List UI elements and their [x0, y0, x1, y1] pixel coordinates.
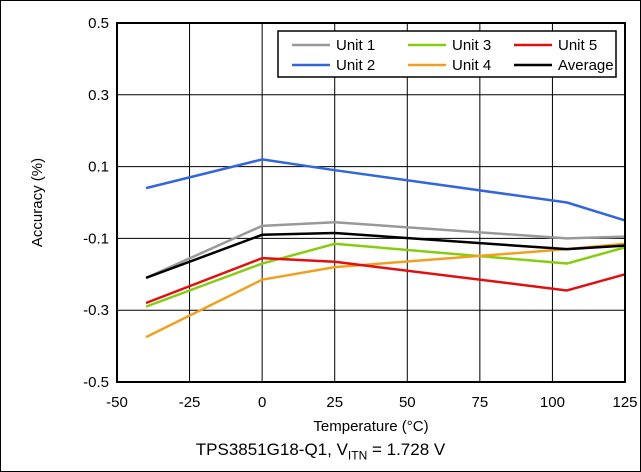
caption-prefix: TPS3851G18-Q1, V — [195, 440, 348, 459]
x-axis-title: Temperature (°C) — [313, 418, 428, 435]
x-tick-label: 125 — [612, 394, 637, 411]
caption-suffix: = 1.728 V — [367, 440, 446, 459]
x-tick-label: 0 — [258, 394, 266, 411]
y-tick-labels: -0.5 -0.3 -0.1 0.1 0.3 0.5 — [83, 15, 109, 391]
legend-label-unit-2: Unit 2 — [336, 57, 375, 74]
series-layer — [145, 158, 626, 339]
y-tick-label: -0.3 — [83, 302, 109, 319]
figure-caption: TPS3851G18-Q1, VITN = 1.728 V — [0, 440, 641, 462]
series-line-unit-5 — [145, 256, 626, 305]
legend: Unit 1 Unit 2 Unit 3 Unit 4 Unit 5 Average — [277, 30, 617, 78]
x-tick-label: 50 — [399, 394, 416, 411]
x-tick-label: 75 — [472, 394, 489, 411]
legend-label-unit-3: Unit 3 — [452, 37, 491, 54]
series-line-unit-2 — [145, 158, 626, 222]
y-tick-label: 0.1 — [88, 159, 109, 176]
series-line-unit-3 — [145, 242, 626, 308]
legend-label-average: Average — [558, 57, 614, 74]
y-tick-label: -0.5 — [83, 374, 109, 391]
y-tick-label: 0.5 — [88, 15, 109, 32]
y-axis-title: Accuracy (%) — [29, 158, 46, 247]
legend-label-unit-4: Unit 4 — [452, 57, 491, 74]
legend-box — [277, 30, 617, 78]
series-line-unit-1 — [145, 220, 626, 280]
legend-label-unit-1: Unit 1 — [336, 37, 375, 54]
x-tick-label: -50 — [106, 394, 128, 411]
y-tick-label: 0.3 — [88, 87, 109, 104]
x-tick-label: -25 — [179, 394, 201, 411]
series-line-average — [145, 231, 626, 280]
plot-area-border — [116, 22, 626, 383]
caption-subscript: ITN — [347, 448, 368, 463]
y-tick-label: -0.1 — [83, 230, 109, 247]
x-tick-label: 25 — [326, 394, 343, 411]
legend-label-unit-5: Unit 5 — [558, 37, 597, 54]
series-line-unit-4 — [145, 242, 626, 339]
x-tick-labels: -50 -25 0 25 50 75 100 125 — [106, 394, 637, 411]
x-tick-label: 100 — [540, 394, 565, 411]
